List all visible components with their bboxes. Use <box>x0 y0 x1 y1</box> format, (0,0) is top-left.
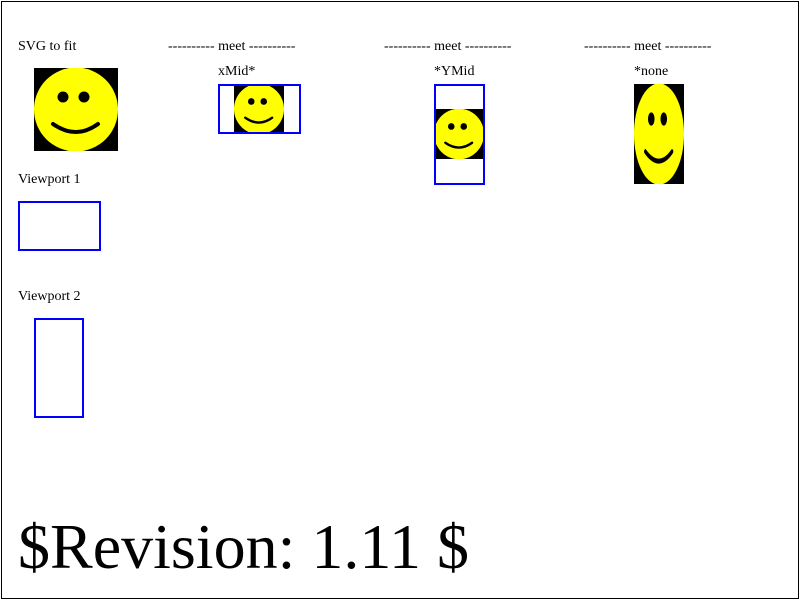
smiley-mouth <box>244 116 274 124</box>
revision-text: $Revision: 1.11 $ <box>18 511 469 582</box>
meet-heading-1: ---------- meet ---------- <box>168 39 296 54</box>
smiley-right-eye <box>78 91 90 103</box>
smiley-left-eye <box>57 91 69 103</box>
xmid-smiley-image <box>234 84 284 134</box>
smiley-mouth <box>51 122 100 134</box>
viewport1-label: Viewport 1 <box>18 172 81 187</box>
xmid-viewport-box <box>218 84 301 134</box>
viewport2-label: Viewport 2 <box>18 289 81 304</box>
smiley-face <box>34 68 118 151</box>
meet-heading-3: ---------- meet ---------- <box>584 39 712 54</box>
xmid-label: xMid* <box>218 64 256 79</box>
smiley-face <box>434 109 484 159</box>
smiley-right-eye <box>260 98 268 105</box>
smiley-left-eye <box>247 98 255 105</box>
smiley-right-eye <box>460 123 468 130</box>
smiley-face <box>634 84 684 184</box>
smiley-mouth <box>444 141 474 149</box>
ymid-label: *YMid <box>434 64 475 79</box>
meet-heading-2: ---------- meet ---------- <box>384 39 512 54</box>
smiley-mouth <box>644 149 674 164</box>
viewport1-box <box>18 201 101 251</box>
none-smiley-image <box>634 84 684 184</box>
smiley-left-eye <box>647 112 655 126</box>
reference-smiley-image <box>34 68 118 151</box>
smiley-left-eye <box>447 123 455 130</box>
none-label: *none <box>634 64 669 79</box>
ymid-smiley-image <box>434 109 484 159</box>
svg-to-fit-label: SVG to fit <box>18 39 77 54</box>
viewport2-box <box>34 318 84 418</box>
ymid-viewport-box <box>434 84 485 185</box>
smiley-right-eye <box>660 112 668 126</box>
smiley-face <box>234 84 284 134</box>
